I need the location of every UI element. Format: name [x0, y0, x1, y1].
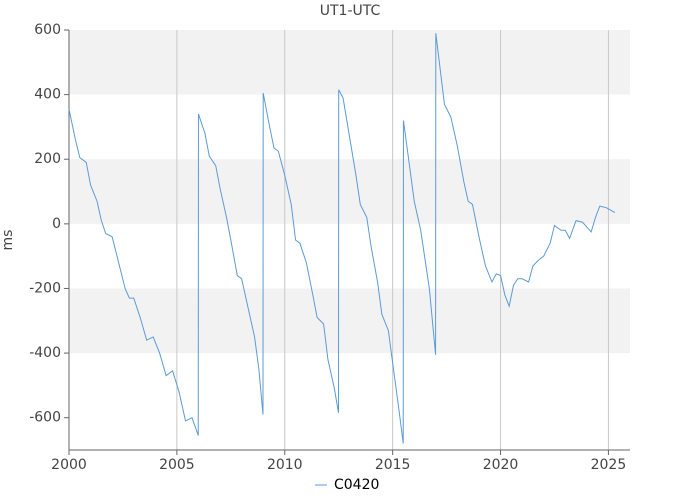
y-tick-label: -400	[29, 345, 61, 361]
y-tick-label: -600	[29, 410, 61, 426]
legend-label: C0420	[334, 477, 379, 493]
y-tick-label: 400	[34, 87, 61, 103]
y-tick-label: 600	[34, 22, 61, 38]
grid-band	[69, 30, 630, 95]
y-tick-label: -200	[29, 280, 61, 296]
y-axis-label: ms	[0, 230, 16, 251]
x-tick-label: 2020	[483, 457, 519, 473]
y-tick-label: 200	[34, 151, 61, 167]
x-tick-label: 2015	[375, 457, 411, 473]
x-tick-label: 2000	[51, 457, 87, 473]
y-tick-label: 0	[52, 216, 61, 232]
chart-title: UT1-UTC	[320, 3, 381, 19]
x-tick-label: 2025	[591, 457, 627, 473]
data-line	[68, 33, 616, 444]
grid-band	[69, 288, 630, 354]
x-tick-label: 2005	[159, 457, 195, 473]
x-tick-label: 2010	[267, 457, 303, 473]
grid-band	[69, 159, 630, 224]
